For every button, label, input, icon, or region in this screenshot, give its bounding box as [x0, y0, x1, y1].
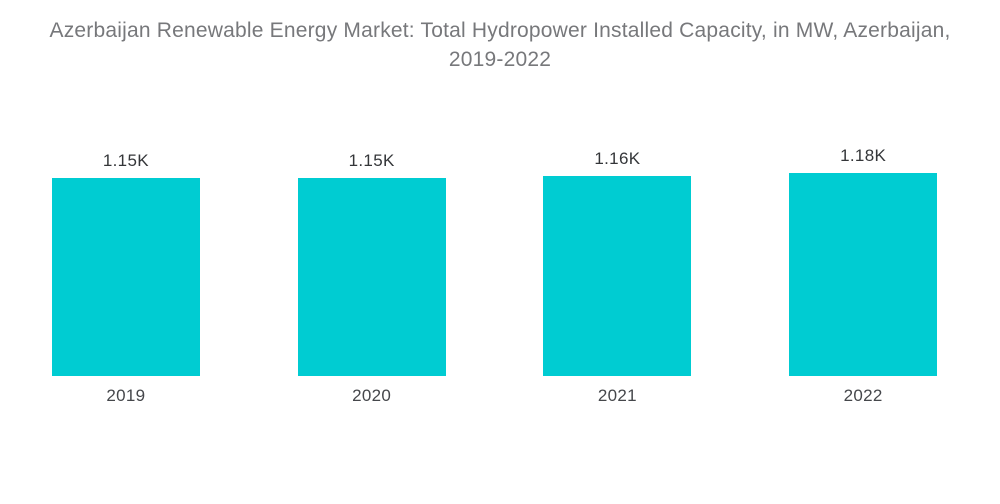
bar-chart: 1.15K 2019 1.15K 2020 1.16K 2021 1.18K 2… [3, 0, 986, 406]
chart-title: Azerbaijan Renewable Energy Market: Tota… [49, 19, 951, 71]
x-axis-label: 2020 [352, 386, 392, 405]
bar-column: 1.15K 2020 [249, 0, 495, 406]
bar[interactable] [51, 178, 200, 376]
bar[interactable] [543, 176, 692, 376]
bar-column: 1.18K 2022 [740, 0, 986, 406]
bar[interactable] [297, 178, 446, 376]
x-axis-label: 2021 [597, 386, 637, 405]
bar-value-label: 1.18K [840, 146, 887, 165]
x-axis-label: 2022 [843, 386, 883, 405]
bar-value-label: 1.15K [348, 151, 395, 170]
bar-value-label: 1.16K [594, 149, 641, 168]
bar-value-label: 1.15K [102, 151, 149, 170]
bar-column: 1.15K 2019 [3, 0, 249, 406]
x-axis-label: 2019 [106, 386, 146, 405]
bar[interactable] [789, 173, 938, 376]
bar-column: 1.16K 2021 [495, 0, 741, 406]
